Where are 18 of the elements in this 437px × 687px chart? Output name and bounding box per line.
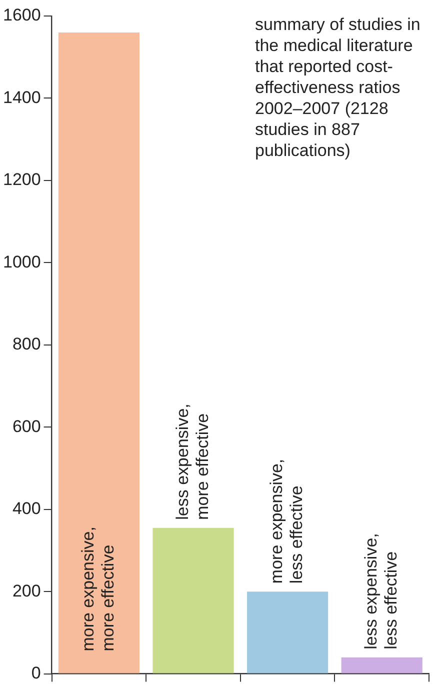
bar	[341, 657, 422, 674]
bar	[58, 32, 140, 674]
y-tick-label: 200	[12, 581, 41, 600]
x-tick-label: less expensive, more effective	[172, 404, 212, 520]
x-tick-label: more expensive, less effective	[267, 458, 306, 584]
y-tick-label: 800	[12, 334, 41, 354]
annotation: summary of studies in the medical literature that reported cost-effectiveness ratios 2002–2007 (2128 studies in 887 publications)	[255, 14, 422, 161]
bar	[152, 528, 234, 674]
y-tick-label: 1600	[2, 6, 41, 25]
y-tick-label: 0	[31, 663, 41, 682]
y-tick-label: 1400	[2, 88, 41, 107]
y-tick-label: 400	[12, 499, 41, 518]
x-tick-label: more expensive, more effective	[78, 526, 118, 652]
bar	[247, 592, 328, 674]
y-tick-label: 1200	[2, 170, 41, 190]
x-tick-label: less expensive, less effective	[362, 533, 401, 650]
y-tick-label: 600	[12, 416, 41, 436]
y-tick-label: 1000	[2, 252, 41, 272]
